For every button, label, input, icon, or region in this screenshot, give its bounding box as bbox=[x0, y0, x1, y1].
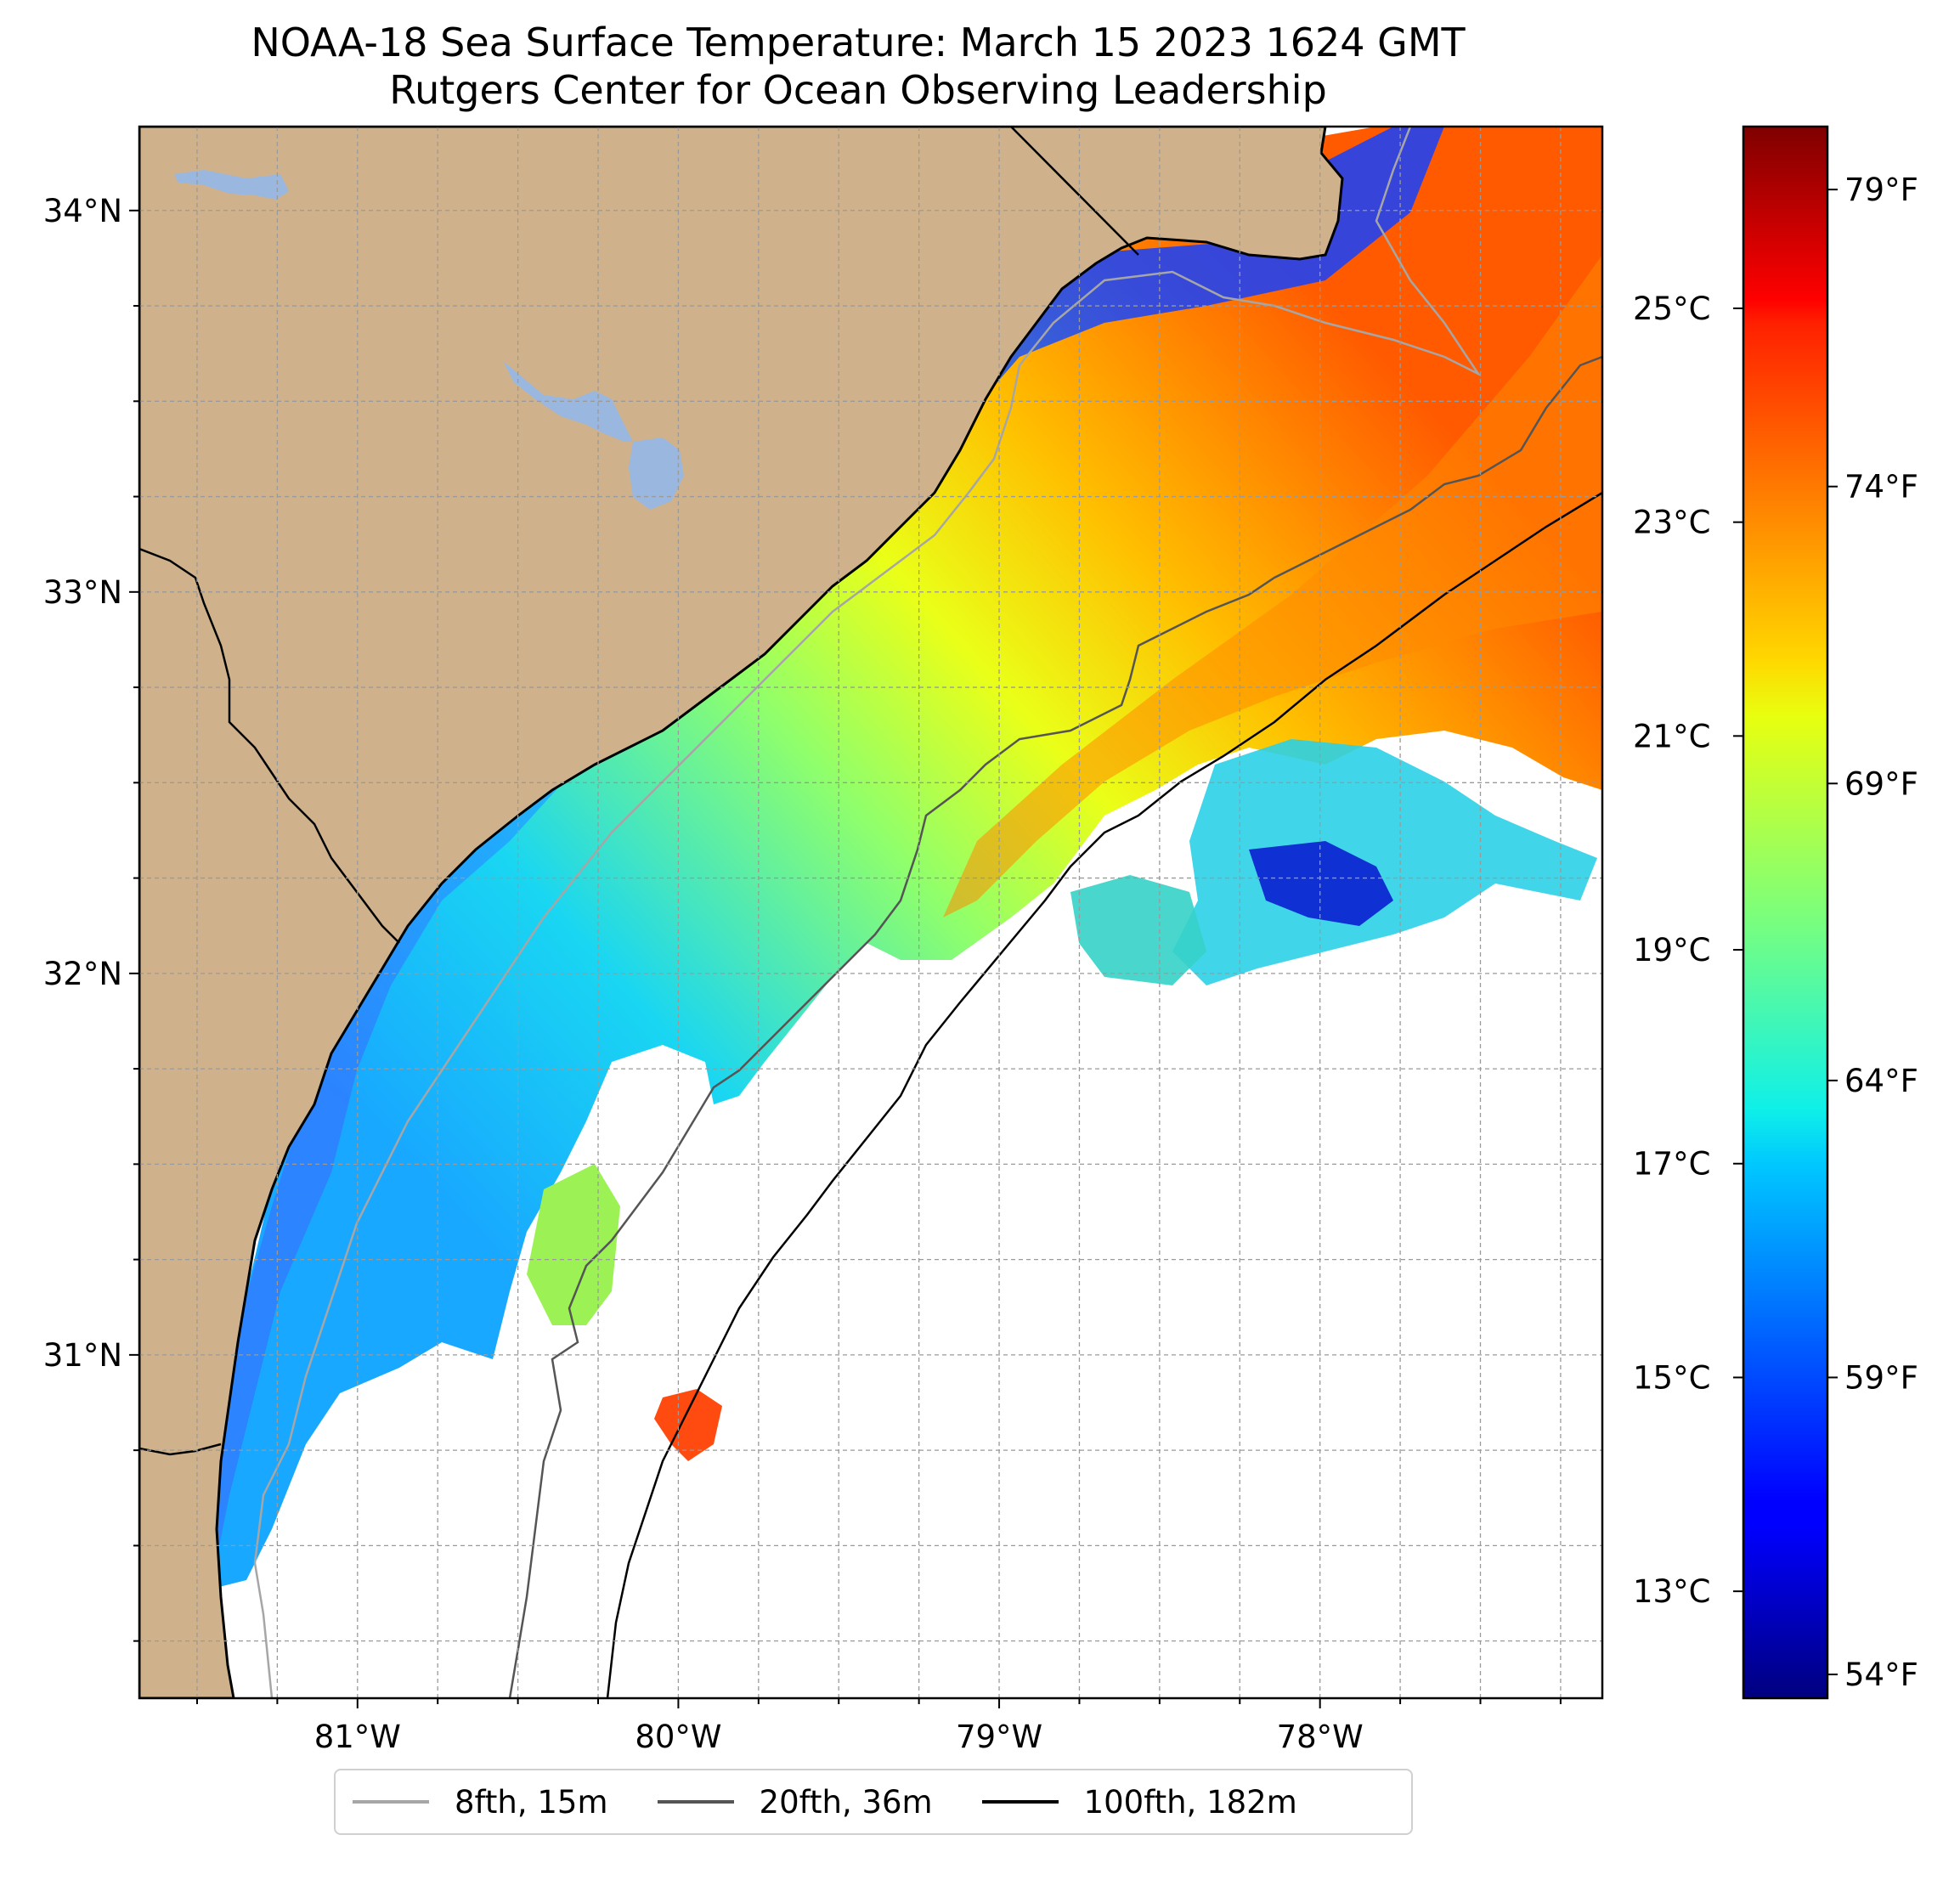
title-line-1: NOAA-18 Sea Surface Temperature: March 1… bbox=[251, 20, 1466, 65]
sst-patch-inner bbox=[527, 1164, 620, 1325]
colorbar-celsius-label: 17°C bbox=[1633, 1146, 1710, 1183]
colorbar-celsius-label: 15°C bbox=[1633, 1359, 1710, 1396]
map-frame bbox=[138, 125, 1604, 1700]
lake-north bbox=[174, 170, 289, 200]
lat-tick-label: 34°N bbox=[43, 193, 122, 229]
colorbar-frame bbox=[1742, 125, 1829, 1700]
map-axes: 31°N 32°N 33°N 34°N 81°W 80°W 79°W 78°W bbox=[43, 193, 1562, 1755]
colorbar-fahrenheit-label: 54°F bbox=[1844, 1657, 1918, 1693]
colorbar-celsius-label: 13°C bbox=[1633, 1573, 1710, 1610]
legend-item-100fth: 100fth, 182m bbox=[981, 1783, 1297, 1821]
lon-tick-label: 80°W bbox=[635, 1719, 721, 1755]
lat-tick-label: 32°N bbox=[43, 956, 122, 992]
border-nc-sc bbox=[1010, 127, 1139, 256]
land-mainland bbox=[139, 127, 1344, 1698]
sst-patch-east bbox=[1172, 739, 1597, 985]
contour-8fth bbox=[253, 127, 1482, 1698]
colorbar-fahrenheit-label: 64°F bbox=[1844, 1063, 1918, 1099]
colorbar-fahrenheit-label: 79°F bbox=[1844, 172, 1918, 208]
legend-label-8fth: 8fth, 15m bbox=[455, 1783, 608, 1821]
colorbar-celsius-label: 19°C bbox=[1633, 932, 1710, 968]
title-line-2: Rutgers Center for Ocean Observing Leade… bbox=[389, 67, 1327, 113]
colorbar-fahrenheit-label: 59°F bbox=[1844, 1359, 1918, 1396]
sst-warm-core bbox=[943, 255, 1602, 917]
lon-tick-label: 78°W bbox=[1277, 1719, 1364, 1755]
border-sc-ga bbox=[139, 547, 400, 944]
colorbar-celsius-label: 21°C bbox=[1633, 718, 1710, 754]
map-gridlines bbox=[139, 127, 1602, 1698]
figure-title: NOAA-18 Sea Surface Temperature: March 1… bbox=[0, 19, 1716, 114]
colorbar-fahrenheit-label: 74°F bbox=[1844, 469, 1918, 505]
colorbar: 13°C 15°C 17°C 19°C 21°C 23°C 25°C 54°F 59°F 64°F… bbox=[1633, 125, 1918, 1700]
legend-swatch-100fth bbox=[981, 1800, 1059, 1804]
colorbar-celsius-label: 23°C bbox=[1633, 505, 1710, 541]
sst-patch-mid bbox=[1070, 875, 1206, 985]
border-ga-fl bbox=[139, 1442, 222, 1456]
contour-100fth bbox=[606, 491, 1602, 1698]
lat-tick-label: 31°N bbox=[43, 1337, 122, 1374]
legend-swatch-20fth bbox=[657, 1800, 734, 1804]
map-area bbox=[139, 127, 1602, 1698]
legend-label-100fth: 100fth, 182m bbox=[1083, 1783, 1297, 1821]
lat-tick-label: 33°N bbox=[43, 574, 122, 611]
contour-20fth bbox=[508, 355, 1602, 1698]
legend-item-20fth: 20fth, 36m bbox=[657, 1783, 933, 1821]
colorbar-fahrenheit-label: 69°F bbox=[1844, 765, 1918, 802]
legend-item-8fth: 8fth, 15m bbox=[353, 1784, 608, 1821]
lon-tick-label: 81°W bbox=[314, 1719, 401, 1755]
sst-patch-dark bbox=[1249, 841, 1393, 926]
colorbar-celsius-label: 25°C bbox=[1633, 291, 1710, 327]
contour-legend: 8fth, 15m 20fth, 36m 100fth, 182m bbox=[334, 1769, 1413, 1835]
lon-tick-label: 79°W bbox=[956, 1719, 1042, 1755]
colorbar-ticks: 13°C 15°C 17°C 19°C 21°C 23°C 25°C 54°F 59°F 64°F… bbox=[1633, 172, 1918, 1693]
legend-label-20fth: 20fth, 36m bbox=[759, 1783, 933, 1821]
colorbar-gradient bbox=[1743, 127, 1827, 1698]
lake-moultrie bbox=[629, 438, 684, 510]
legend-swatch-8fth bbox=[353, 1800, 429, 1804]
sst-field bbox=[195, 127, 1602, 1589]
